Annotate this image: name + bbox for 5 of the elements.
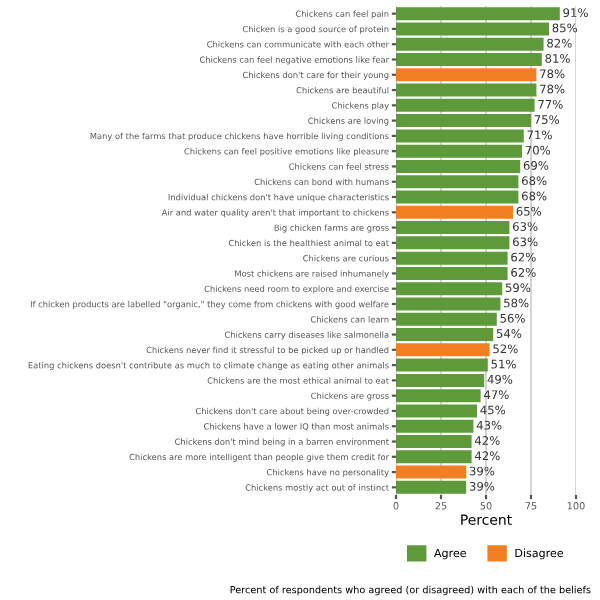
bar	[396, 465, 467, 479]
bar	[396, 205, 513, 219]
bar	[396, 68, 537, 82]
bar	[396, 480, 467, 494]
bar	[396, 343, 490, 357]
